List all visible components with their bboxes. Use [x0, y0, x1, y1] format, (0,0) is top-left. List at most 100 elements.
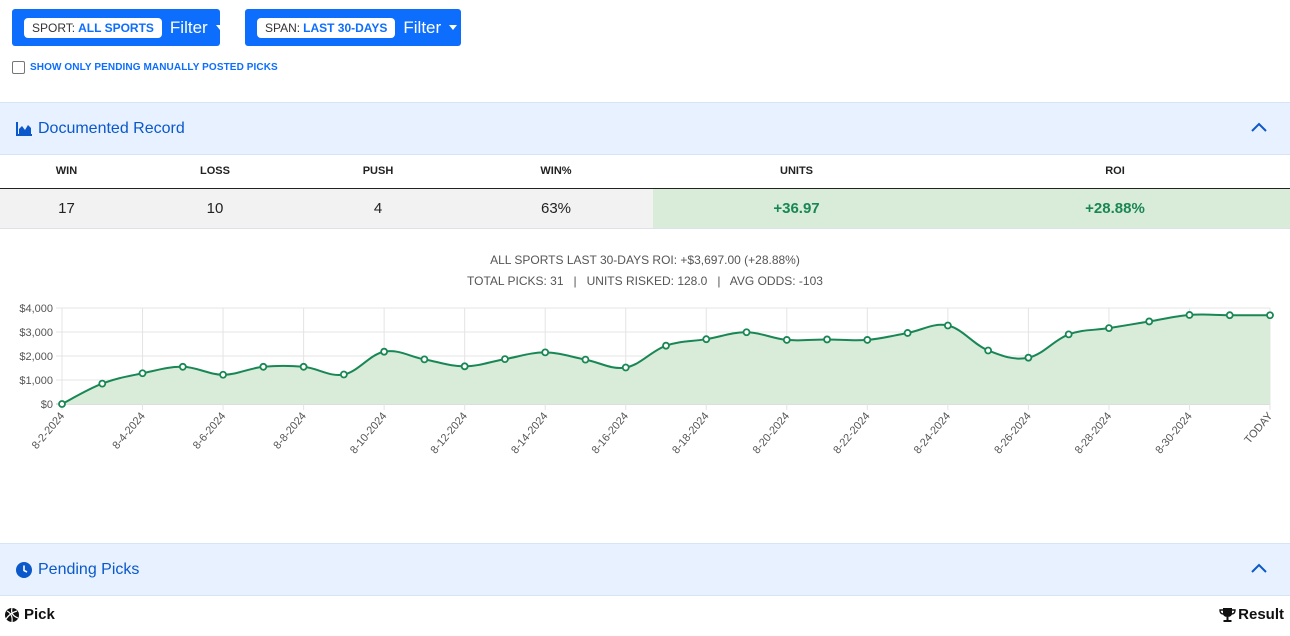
span-filter-value: LAST 30-DAYS [303, 20, 388, 35]
roi-chart: $0 $1,000 $2,000 $3,000 $4,000 8-2-2024 8-4-20… [19, 303, 1275, 456]
y-tick-label: $1,000 [19, 375, 53, 387]
col-winpct: WIN% [459, 155, 653, 189]
data-point [1185, 311, 1194, 319]
trophy-icon [1219, 607, 1236, 622]
x-tick-label: 8-14-2024 [509, 410, 550, 456]
data-point [984, 346, 993, 355]
col-win: WIN [0, 155, 133, 189]
sport-filter-value: ALL SPORTS [78, 20, 154, 35]
documented-record-header[interactable]: Documented Record [0, 102, 1290, 155]
push-value: 4 [297, 188, 459, 229]
result-column-header: Result [1219, 606, 1284, 623]
data-point [299, 362, 308, 371]
data-point [823, 335, 831, 344]
chart-title: ALL SPORTS LAST 30-DAYS ROI: +$3,697.00 … [490, 253, 800, 267]
pending-picks-header[interactable]: Pending Picks [0, 543, 1290, 596]
x-tick-label: 8-10-2024 [348, 410, 389, 456]
data-point [178, 362, 187, 371]
data-point [581, 355, 590, 364]
x-tick-label: 8-4-2024 [110, 410, 148, 451]
clock-icon [16, 561, 32, 578]
col-push: PUSH [297, 155, 459, 189]
data-point [420, 355, 429, 364]
y-tick-label: $3,000 [19, 327, 53, 339]
span-filter-pill: SPAN: LAST 30-DAYS [257, 17, 396, 38]
roi-value: +28.88% [940, 188, 1290, 229]
data-point [1145, 317, 1154, 326]
data-point [782, 336, 791, 344]
area-chart-icon [16, 121, 32, 136]
data-point [943, 321, 952, 330]
result-label: Result [1238, 606, 1284, 623]
sport-filter-prefix: SPORT: [32, 20, 76, 35]
data-point [1225, 311, 1234, 320]
data-point [662, 341, 670, 350]
chevron-up-icon[interactable] [1250, 562, 1268, 574]
data-point [1064, 330, 1073, 339]
caret-down-icon [215, 25, 224, 30]
data-point [702, 335, 711, 344]
sport-filter-label: Filter [169, 17, 208, 37]
col-roi: ROI [940, 155, 1290, 189]
pending-only-label[interactable]: SHOW ONLY PENDING MANUALLY POSTED PICKS [30, 62, 278, 73]
data-point [742, 328, 751, 337]
data-point [1024, 353, 1033, 362]
data-point [1105, 324, 1113, 333]
caret-down-icon [449, 25, 458, 30]
data-point [541, 348, 550, 357]
data-point [501, 355, 509, 364]
data-point [1266, 311, 1274, 320]
units-value: +36.97 [653, 188, 940, 229]
data-point [219, 370, 227, 379]
win-value: 17 [0, 188, 133, 229]
data-point [863, 336, 872, 344]
data-point [138, 369, 147, 378]
x-tick-label: 8-6-2024 [191, 410, 229, 451]
pending-only-checkbox[interactable] [12, 61, 25, 74]
winpct-value: 63% [459, 188, 653, 229]
x-tick-label: 8-30-2024 [1153, 410, 1194, 456]
x-tick-label: 8-28-2024 [1073, 410, 1114, 456]
sport-filter-button[interactable]: SPORT: ALL SPORTS Filter [12, 9, 224, 46]
chart-subtitle: TOTAL PICKS: 31 | UNITS RISKED: 128.0 | … [467, 274, 823, 288]
documented-record-title: Documented Record [38, 119, 185, 137]
x-tick-label: 8-12-2024 [429, 410, 470, 456]
series-area [62, 314, 1270, 404]
y-tick-label: $4,000 [19, 303, 53, 315]
x-tick-label: 8-18-2024 [670, 410, 711, 456]
record-table: WIN LOSS PUSH WIN% UNITS ROI 17 10 4 63%… [0, 155, 1290, 229]
chevron-up-icon[interactable] [1250, 121, 1268, 133]
span-filter-prefix: SPAN: [265, 20, 301, 35]
data-point [98, 379, 107, 388]
x-tick-label: 8-26-2024 [992, 410, 1033, 456]
x-tick-label: TODAY [1242, 410, 1275, 446]
x-tick-label: 8-16-2024 [590, 410, 631, 456]
col-loss: LOSS [133, 155, 297, 189]
record-header-row: WIN LOSS PUSH WIN% UNITS ROI [0, 155, 1290, 189]
span-filter-button[interactable]: SPAN: LAST 30-DAYS Filter [245, 9, 461, 46]
pick-label: Pick [24, 606, 55, 623]
data-point [380, 347, 389, 356]
record-values-row: 17 10 4 63% +36.97 +28.88% [0, 188, 1290, 229]
pick-column-header: Pick [4, 606, 55, 623]
data-point [903, 329, 912, 337]
data-point [58, 400, 66, 408]
x-tick-label: 8-24-2024 [912, 410, 953, 456]
pending-only-toggle[interactable]: SHOW ONLY PENDING MANUALLY POSTED PICKS [12, 61, 278, 74]
span-filter-label: Filter [403, 17, 442, 37]
x-tick-label: 8-2-2024 [30, 410, 68, 451]
data-point [621, 363, 630, 372]
x-tick-label: 8-8-2024 [271, 410, 309, 451]
sport-filter-pill: SPORT: ALL SPORTS [24, 17, 162, 38]
y-tick-label: $2,000 [19, 351, 53, 363]
x-tick-label: 8-22-2024 [831, 410, 872, 456]
loss-value: 10 [133, 188, 297, 229]
col-units: UNITS [653, 155, 940, 189]
data-point [339, 370, 348, 379]
y-tick-label: $0 [41, 399, 53, 411]
x-tick-label: 8-20-2024 [751, 410, 792, 456]
data-point [460, 362, 469, 371]
volleyball-icon [5, 607, 19, 622]
pending-picks-title: Pending Picks [38, 560, 140, 578]
data-point [259, 362, 268, 371]
